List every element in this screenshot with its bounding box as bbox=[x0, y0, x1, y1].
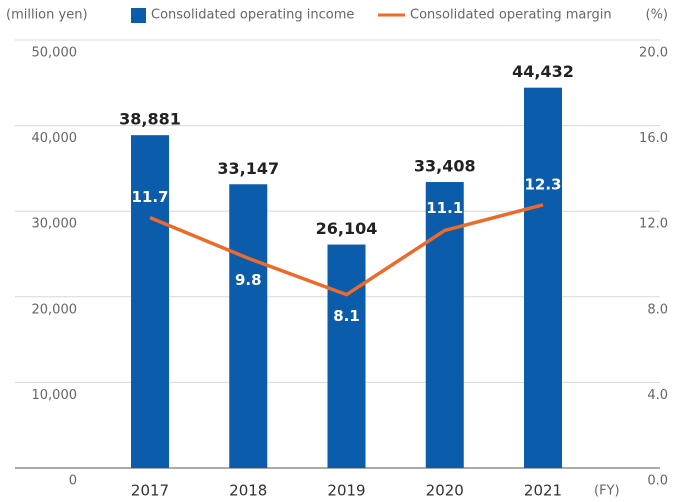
y2-tick-label: 16.0 bbox=[639, 131, 668, 146]
x-axis-label: (FY) bbox=[594, 484, 620, 499]
legend-swatch bbox=[131, 8, 146, 23]
y2-tick-label: 0.0 bbox=[647, 474, 668, 489]
legend-label: Consolidated operating margin bbox=[410, 8, 612, 23]
y-tick-label: 40,000 bbox=[32, 131, 78, 146]
x-tick-label: 2021 bbox=[524, 482, 562, 500]
x-tick-label: 2019 bbox=[327, 482, 365, 500]
bar-label: 26,104 bbox=[316, 219, 378, 238]
y-tick-label: 50,000 bbox=[32, 46, 78, 61]
y-tick-label: 10,000 bbox=[32, 388, 78, 403]
y2-tick-label: 12.0 bbox=[639, 217, 668, 232]
y-axis-label: (million yen) bbox=[6, 8, 88, 23]
y-tick-label: 30,000 bbox=[32, 217, 78, 232]
x-tick-label: 2018 bbox=[229, 482, 267, 500]
y-tick-label: 20,000 bbox=[32, 302, 78, 317]
line-label: 11.1 bbox=[426, 199, 463, 217]
legend-label: Consolidated operating income bbox=[151, 8, 354, 23]
x-tick-label: 2017 bbox=[131, 482, 169, 500]
bar bbox=[524, 87, 562, 468]
bar bbox=[327, 244, 366, 468]
bar bbox=[425, 182, 464, 468]
bar-label: 38,881 bbox=[119, 110, 181, 129]
line-label: 8.1 bbox=[333, 307, 360, 325]
bar bbox=[229, 184, 268, 469]
y2-axis-label: (%) bbox=[646, 8, 669, 23]
bar-label: 33,147 bbox=[217, 159, 279, 178]
y-tick-label: 0 bbox=[69, 474, 77, 489]
line bbox=[149, 203, 544, 297]
bar-label: 33,408 bbox=[414, 157, 476, 176]
bar-label: 44,432 bbox=[512, 62, 574, 81]
x-tick-label: 2020 bbox=[426, 482, 464, 500]
line-label: 11.7 bbox=[131, 188, 168, 206]
y2-tick-label: 20.0 bbox=[639, 46, 668, 61]
line-label: 9.8 bbox=[235, 271, 262, 289]
line-label: 12.3 bbox=[524, 175, 561, 193]
y2-tick-label: 4.0 bbox=[647, 388, 668, 403]
bar bbox=[131, 135, 169, 468]
y2-tick-label: 8.0 bbox=[647, 302, 668, 317]
